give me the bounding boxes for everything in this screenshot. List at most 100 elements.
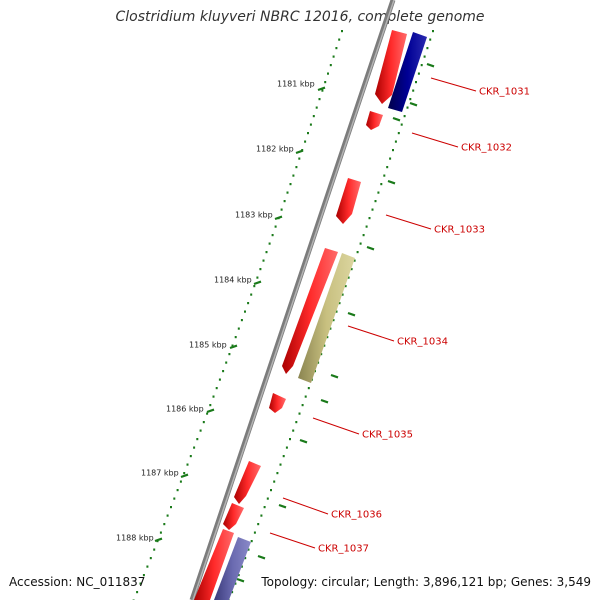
ruler-dot [286, 191, 289, 194]
ruler-dot [212, 395, 215, 398]
ruler-dot [189, 455, 192, 458]
inner-dot [403, 115, 406, 118]
inner-tick [330, 373, 339, 379]
ruler-dot [183, 472, 186, 475]
ruler-dot [225, 361, 228, 364]
accession-text: Accession: NC_011837 [9, 575, 146, 589]
genes [194, 30, 427, 600]
ruler-dot [341, 30, 343, 33]
inner-dot [423, 55, 426, 58]
ruler-dot [176, 489, 179, 492]
ruler-dot [318, 98, 321, 101]
inner-dot [285, 446, 288, 449]
inner-dot [394, 140, 397, 143]
kbp-tick [206, 408, 215, 414]
genome-stats: Topology: circular; Length: 3,896,121 bp… [261, 575, 591, 589]
inner-dot [341, 293, 344, 296]
inner-dot [368, 217, 371, 220]
ruler-dot [166, 514, 169, 517]
ruler-dot [193, 446, 196, 449]
ruler-dot [292, 174, 295, 177]
ruler-dot [338, 38, 341, 41]
kbp-tick [253, 280, 262, 286]
ruler-dot [327, 72, 329, 75]
gene-feature [234, 461, 261, 504]
gene-label: CKR_1031 [479, 87, 530, 98]
inner-dot [365, 225, 368, 228]
ruler-dot [283, 200, 286, 203]
inner-dot [400, 123, 403, 126]
inner-dot [257, 523, 260, 526]
ruler-dot [304, 140, 307, 143]
inner-dot [429, 38, 432, 41]
ruler-dot [136, 591, 139, 594]
ruler-dot [280, 208, 283, 211]
inner-tick [236, 577, 245, 583]
ruler-dot [149, 557, 152, 560]
inner-dot [362, 234, 365, 237]
ruler-dot [142, 574, 145, 577]
inner-dot [250, 540, 253, 543]
inner-dot [253, 531, 256, 534]
ruler-dot [222, 370, 225, 373]
ruler-dot [237, 327, 240, 330]
inner-dot [338, 302, 341, 305]
ruler-dot [265, 251, 268, 254]
ruler-dot [186, 463, 189, 466]
ruler-dot [307, 132, 309, 135]
ruler-dot [295, 166, 298, 169]
inner-tick [320, 398, 329, 404]
inner-dot [420, 64, 423, 67]
ruler-dot [335, 47, 338, 50]
inner-dot [260, 514, 263, 517]
inner-dot [244, 557, 247, 560]
kbp-tick [295, 149, 304, 155]
inner-dot [292, 429, 295, 432]
gene-feature [366, 111, 383, 130]
inner-dot [237, 574, 240, 577]
kbp-tick [317, 86, 326, 92]
kbp-tick [154, 537, 163, 543]
label-connector [385, 214, 432, 230]
inner-dot [326, 336, 329, 339]
inner-tick [392, 116, 401, 122]
map-title: Clostridium kluyveri NBRC 12016, complet… [115, 9, 485, 25]
label-connector [282, 497, 329, 515]
kbp-labels: 1181 kbp 1182 kbp 1183 kbp 1184 kbp 1185 kbp… [116, 80, 315, 543]
inner-dot [240, 565, 243, 568]
label-connector [269, 532, 316, 549]
ruler-dot [250, 293, 253, 296]
label-connector [347, 325, 395, 342]
inner-dot [298, 412, 301, 415]
gene-label: CKR_1032 [461, 143, 512, 154]
ruler-dot [153, 548, 156, 551]
inner-tick [278, 503, 287, 509]
inner-tick [387, 179, 396, 185]
gene-label: CKR_1036 [331, 510, 382, 521]
inner-tick [257, 554, 266, 560]
label-connector [312, 417, 360, 435]
ruler-dot [146, 565, 149, 568]
ruler-dot [268, 242, 271, 245]
inner-dot [266, 497, 269, 500]
inner-dot [279, 463, 282, 466]
inner-dot [359, 242, 362, 245]
inner-dot [335, 310, 338, 313]
inner-dot [389, 157, 392, 160]
inner-tick [366, 245, 375, 251]
ruler-dot [202, 421, 205, 424]
ruler-dot [231, 344, 234, 347]
inner-dot [432, 30, 434, 33]
inner-dot [332, 319, 335, 322]
inner-dot [415, 81, 417, 84]
inner-dot [282, 455, 285, 458]
ruler-dot [244, 310, 246, 313]
inner-dot [409, 98, 412, 101]
inner-tick [409, 101, 418, 107]
kbp-label: 1187 kbp [141, 469, 179, 478]
inner-tick [426, 62, 435, 68]
gene-feature [375, 30, 407, 104]
inner-dot [301, 404, 304, 407]
